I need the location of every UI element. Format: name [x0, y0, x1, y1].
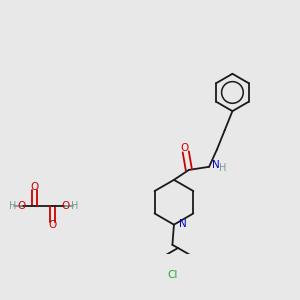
- Text: H: H: [219, 163, 227, 173]
- Text: O: O: [48, 220, 56, 230]
- Text: O: O: [181, 143, 189, 153]
- Text: O: O: [31, 182, 39, 192]
- Text: H: H: [9, 201, 16, 211]
- Text: N: N: [212, 160, 219, 170]
- Text: O: O: [18, 201, 26, 211]
- Text: N: N: [178, 219, 186, 229]
- Text: O: O: [61, 201, 69, 211]
- Text: H: H: [71, 201, 78, 211]
- Text: Cl: Cl: [167, 270, 178, 280]
